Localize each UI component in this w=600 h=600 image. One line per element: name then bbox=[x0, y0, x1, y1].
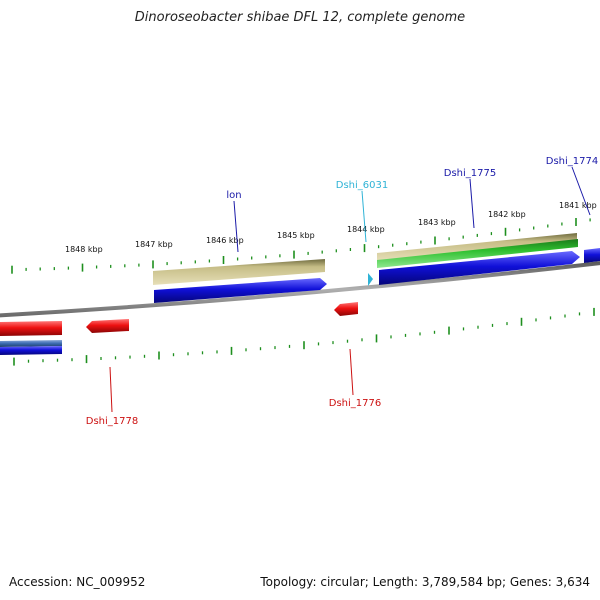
feature-marker-dshi-6031[interactable] bbox=[368, 273, 373, 286]
gene-label-dshi-1774[interactable]: Dshi_1774 bbox=[546, 156, 598, 167]
gene-label-dshi-6031[interactable]: Dshi_6031 bbox=[336, 180, 388, 191]
map-title: Dinoroseobacter shibae DFL 12, complete … bbox=[134, 10, 466, 25]
leader-line-dshi-6031 bbox=[361, 190, 367, 243]
cds-left-edge-red[interactable] bbox=[0, 321, 62, 336]
gene-feature-lon[interactable] bbox=[153, 259, 325, 285]
cds-arrow-dshi-1774[interactable] bbox=[584, 248, 600, 263]
gene-label-dshi-1775[interactable]: Dshi_1775 bbox=[444, 168, 496, 179]
accession-text: Accession: NC_009952 bbox=[9, 575, 146, 589]
leader-line-dshi-1775 bbox=[469, 178, 475, 229]
cds-arrow-dshi-1776[interactable] bbox=[334, 302, 358, 316]
kbp-label-1847: 1847 kbp bbox=[135, 240, 173, 249]
cds-arrow-lon[interactable] bbox=[154, 278, 327, 303]
kbp-label-1841: 1841 kbp bbox=[559, 201, 597, 210]
kbp-label-1845: 1845 kbp bbox=[277, 231, 315, 240]
inner-tick-ring bbox=[13, 307, 595, 366]
gene-label-lon[interactable]: lon bbox=[226, 190, 241, 201]
cds-arrow-dshi-1775[interactable] bbox=[379, 251, 580, 285]
kbp-label-1844: 1844 kbp bbox=[347, 225, 385, 234]
kbp-label-1848: 1848 kbp bbox=[65, 245, 103, 254]
kbp-label-1843: 1843 kbp bbox=[418, 218, 456, 227]
kbp-scale: 1848 kbp 1847 kbp 1846 kbp 1845 kbp 1844… bbox=[65, 201, 597, 254]
gene-feature-dshi-1775[interactable] bbox=[377, 233, 577, 261]
genome-summary-text: Topology: circular; Length: 3,789,584 bp… bbox=[260, 575, 590, 589]
cds-left-edge-blue[interactable] bbox=[0, 346, 62, 355]
leader-line-dshi-1776 bbox=[349, 348, 354, 396]
gene-label-dshi-1778[interactable]: Dshi_1778 bbox=[86, 416, 138, 427]
gene-label-dshi-1776[interactable]: Dshi_1776 bbox=[329, 398, 381, 409]
genome-backbone bbox=[0, 261, 600, 318]
kbp-label-1842: 1842 kbp bbox=[488, 210, 526, 219]
green-feature-dshi-1775[interactable] bbox=[377, 239, 578, 268]
leader-line-dshi-1778 bbox=[109, 366, 113, 413]
leader-line-lon bbox=[233, 200, 239, 253]
leader-line-dshi-1774 bbox=[571, 166, 591, 216]
cds-arrow-dshi-1778[interactable] bbox=[86, 319, 129, 333]
outer-tick-ring bbox=[11, 218, 591, 274]
feature-left-edge-steel[interactable] bbox=[0, 340, 62, 347]
kbp-label-1846: 1846 kbp bbox=[206, 236, 244, 245]
